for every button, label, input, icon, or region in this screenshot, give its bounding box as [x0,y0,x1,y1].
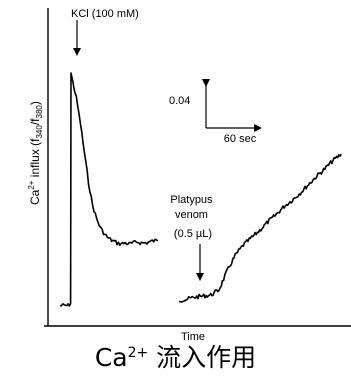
caption-text-japanese: 流入作用 [148,343,257,372]
caption-superscript: 2+ [127,345,149,361]
venom-annotation-label: Platypus venom (0.5 µL) [170,194,215,240]
venom-response-trace [178,153,342,303]
caption-text: Ca [94,343,128,372]
kcl-response-trace [59,72,159,307]
figure-caption: Ca2+ 流入作用 [0,338,351,373]
scale-bar-y-label: 0.04 [169,95,190,107]
venom-label-line-2: venom [175,209,208,221]
venom-label-line-3: (0.5 µL) [174,228,212,240]
series-layer [59,72,342,307]
kcl-annotation-label: KCl (100 mM) [71,8,139,20]
venom-label-line-1: Platypus [170,194,213,206]
x-axis-label: Time [181,331,205,343]
scale-bar-x-label: 60 sec [224,133,257,145]
y-axis-label: Ca2+ influx (f340/f380) [27,101,44,205]
